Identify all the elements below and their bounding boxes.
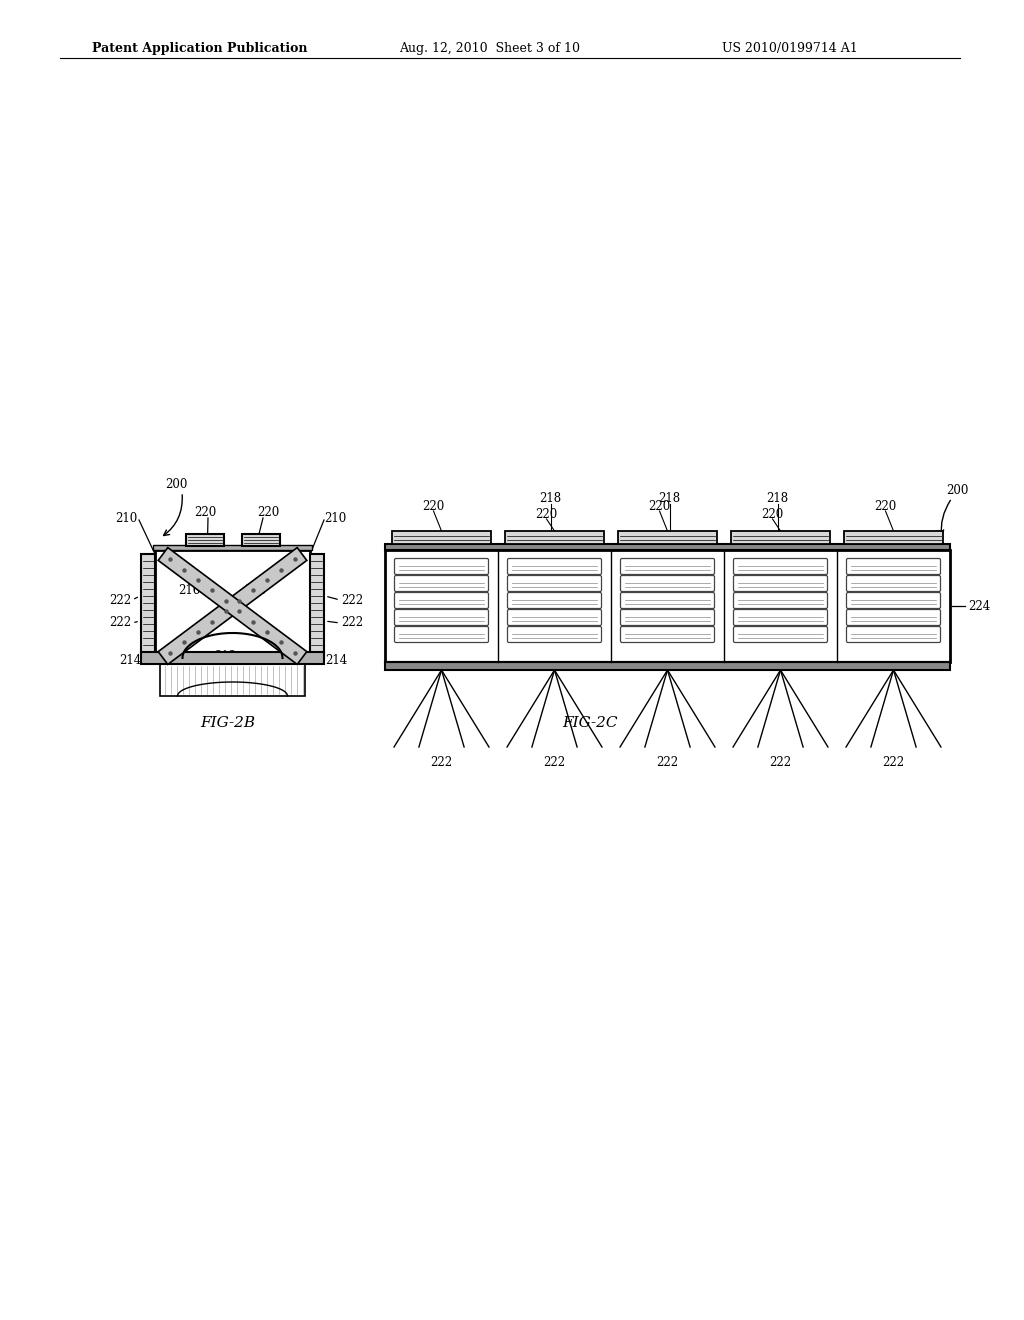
- Bar: [385, 550, 950, 663]
- Text: 220: 220: [874, 499, 897, 512]
- Text: 210: 210: [115, 511, 137, 524]
- FancyBboxPatch shape: [621, 558, 715, 574]
- FancyBboxPatch shape: [847, 558, 940, 574]
- Text: 222: 222: [656, 755, 679, 768]
- Text: 200: 200: [946, 483, 969, 496]
- Bar: [505, 531, 604, 544]
- Text: 222: 222: [109, 616, 131, 630]
- FancyBboxPatch shape: [733, 627, 827, 643]
- Text: 222: 222: [430, 755, 453, 768]
- Text: 222: 222: [109, 594, 131, 606]
- FancyBboxPatch shape: [508, 627, 601, 643]
- Text: Aug. 12, 2010  Sheet 3 of 10: Aug. 12, 2010 Sheet 3 of 10: [399, 42, 581, 55]
- FancyBboxPatch shape: [508, 593, 601, 609]
- Text: 216: 216: [178, 583, 200, 597]
- Text: 220: 220: [422, 499, 444, 512]
- Bar: [385, 663, 950, 671]
- FancyBboxPatch shape: [621, 627, 715, 643]
- Text: 220: 220: [257, 506, 280, 519]
- FancyBboxPatch shape: [621, 576, 715, 591]
- FancyBboxPatch shape: [733, 576, 827, 591]
- Text: 212: 212: [214, 649, 237, 663]
- Text: 218: 218: [658, 491, 681, 504]
- FancyBboxPatch shape: [394, 610, 488, 626]
- FancyBboxPatch shape: [394, 593, 488, 609]
- FancyBboxPatch shape: [621, 610, 715, 626]
- Text: 214: 214: [119, 655, 141, 668]
- Bar: [392, 531, 490, 544]
- Text: Patent Application Publication: Patent Application Publication: [92, 42, 308, 55]
- Polygon shape: [158, 548, 307, 664]
- Text: 218: 218: [540, 491, 561, 504]
- Text: 222: 222: [341, 616, 364, 630]
- Bar: [155, 550, 310, 663]
- Text: 220: 220: [536, 507, 558, 520]
- FancyBboxPatch shape: [394, 627, 488, 643]
- Polygon shape: [158, 548, 307, 664]
- Text: 222: 222: [769, 755, 792, 768]
- FancyBboxPatch shape: [621, 593, 715, 609]
- FancyBboxPatch shape: [508, 558, 601, 574]
- Bar: [618, 531, 717, 544]
- Bar: [242, 535, 280, 546]
- Text: 222: 222: [883, 755, 904, 768]
- Text: FIG-2C: FIG-2C: [562, 715, 617, 730]
- FancyBboxPatch shape: [847, 593, 940, 609]
- Text: FIG-2B: FIG-2B: [201, 715, 256, 730]
- FancyBboxPatch shape: [847, 610, 940, 626]
- Bar: [731, 531, 830, 544]
- Text: 224: 224: [968, 599, 990, 612]
- Bar: [141, 652, 324, 664]
- FancyBboxPatch shape: [733, 610, 827, 626]
- FancyBboxPatch shape: [394, 576, 488, 591]
- Text: 218: 218: [766, 491, 788, 504]
- Text: 216: 216: [244, 583, 266, 597]
- Text: 214: 214: [325, 655, 347, 668]
- FancyBboxPatch shape: [508, 576, 601, 591]
- FancyBboxPatch shape: [394, 558, 488, 574]
- Bar: [141, 554, 155, 657]
- Text: 220: 220: [194, 506, 216, 519]
- Text: 222: 222: [341, 594, 364, 606]
- Text: 222: 222: [544, 755, 565, 768]
- FancyBboxPatch shape: [733, 593, 827, 609]
- Bar: [844, 531, 943, 544]
- Bar: [185, 535, 223, 546]
- Bar: [310, 554, 324, 657]
- Text: US 2010/0199714 A1: US 2010/0199714 A1: [722, 42, 858, 55]
- FancyBboxPatch shape: [508, 610, 601, 626]
- FancyBboxPatch shape: [733, 558, 827, 574]
- Text: 210: 210: [324, 511, 346, 524]
- Text: 200: 200: [165, 478, 187, 491]
- FancyBboxPatch shape: [847, 576, 940, 591]
- Text: 220: 220: [762, 507, 783, 520]
- FancyBboxPatch shape: [847, 627, 940, 643]
- Text: 220: 220: [648, 499, 671, 512]
- Bar: [385, 544, 950, 550]
- Bar: [160, 664, 305, 696]
- Bar: [153, 545, 312, 550]
